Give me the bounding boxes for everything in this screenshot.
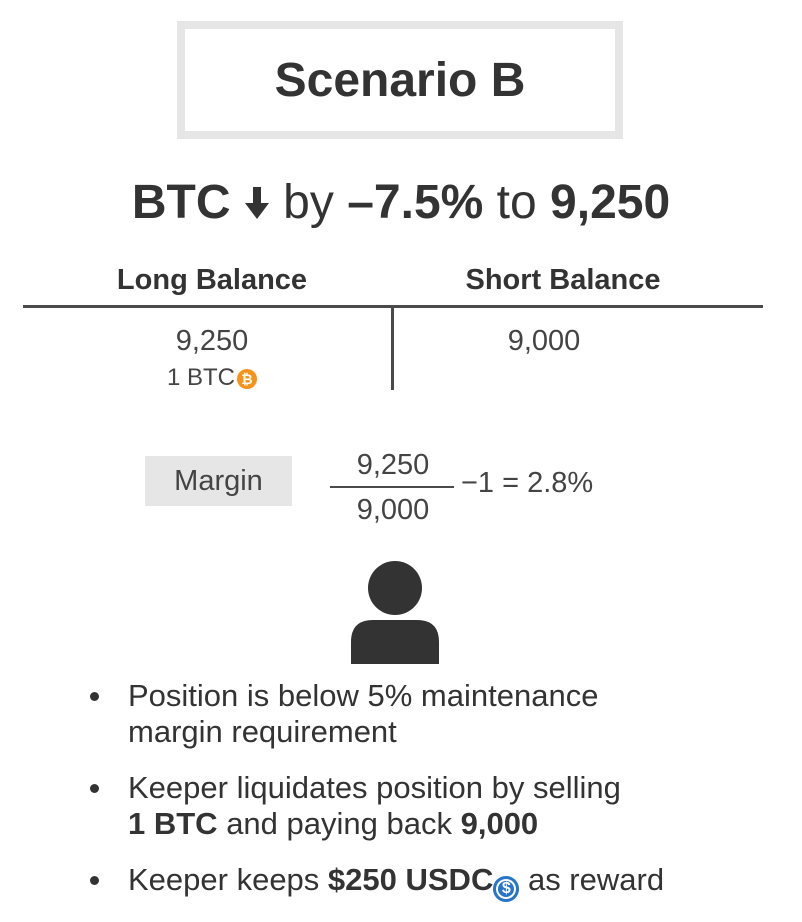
headline-by: by xyxy=(283,176,334,229)
bullet-dot xyxy=(90,692,99,701)
margin-label: Margin xyxy=(145,456,292,506)
bullet-3-post: as reward xyxy=(519,862,665,897)
bullet-2-line-1: Keeper liquidates position by selling xyxy=(128,770,621,805)
margin-numerator: 9,250 xyxy=(356,449,430,481)
list-item: Keeper keeps $250 USDC $ as reward xyxy=(90,862,790,902)
list-item: Position is below 5% maintenance margin … xyxy=(90,678,790,750)
outcome-list: Position is below 5% maintenance margin … xyxy=(90,678,790,922)
long-balance-sub: 1 BTC ₿ xyxy=(112,364,312,392)
headline-to: to xyxy=(496,176,537,229)
usdc-coin-icon: $ xyxy=(493,876,520,902)
arrow-down-icon xyxy=(244,187,269,219)
bullet-2-mid: and paying back xyxy=(217,806,461,841)
bullet-dot xyxy=(90,784,99,793)
bitcoin-coin-icon: ₿ xyxy=(237,369,257,389)
long-balance-header: Long Balance xyxy=(116,264,308,296)
bullet-3-pre: Keeper keeps xyxy=(128,862,328,897)
long-balance-btc-amount: 1 BTC xyxy=(166,364,235,391)
bullet-2-btc: 1 BTC xyxy=(128,806,218,841)
bullet-1-line-2: margin requirement xyxy=(128,714,397,749)
headline-asset: BTC xyxy=(131,176,231,229)
bullet-2-amount: 9,000 xyxy=(460,806,539,841)
long-balance-value: 9,250 xyxy=(175,325,249,357)
headline-price: 9,250 xyxy=(550,176,671,229)
scenario-title: Scenario B xyxy=(185,29,615,131)
short-balance-header: Short Balance xyxy=(465,264,661,296)
bullet-dot xyxy=(90,876,99,885)
person-icon xyxy=(351,561,439,664)
margin-result: −1 = 2.8% xyxy=(461,467,594,499)
short-balance-value: 9,000 xyxy=(507,325,581,357)
table-divider-horizontal xyxy=(23,305,763,308)
bullet-1-line-1: Position is below 5% maintenance xyxy=(128,678,599,713)
price-headline: BTC by –7.5% to 9,250 xyxy=(0,175,802,235)
headline-change: –7.5% xyxy=(347,176,484,229)
fraction-bar xyxy=(330,486,454,488)
table-divider-vertical xyxy=(391,308,394,390)
bullet-3-reward: $250 USDC xyxy=(327,862,494,897)
list-item: Keeper liquidates position by selling 1 … xyxy=(90,770,790,842)
margin-denominator: 9,000 xyxy=(356,494,430,526)
title-frame: Scenario B xyxy=(177,21,623,139)
